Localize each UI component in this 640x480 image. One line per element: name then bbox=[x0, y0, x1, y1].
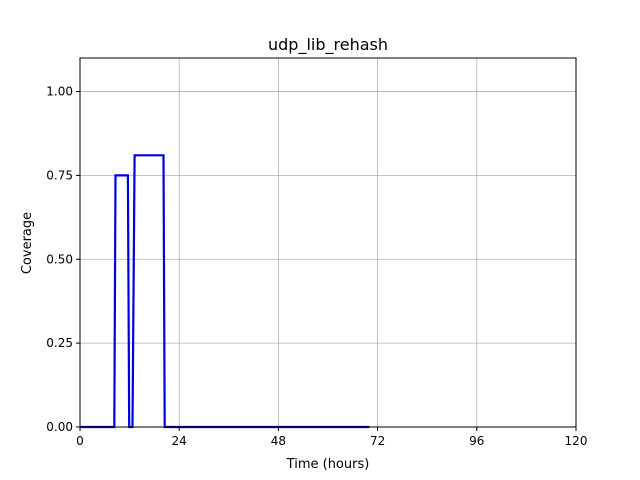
y-tick-label: 0.25 bbox=[46, 336, 73, 350]
chart-title: udp_lib_rehash bbox=[268, 35, 388, 55]
y-axis-label: Coverage bbox=[20, 212, 35, 274]
grid-lines bbox=[79, 58, 577, 428]
y-tick-label: 0.00 bbox=[46, 420, 73, 434]
y-axis-ticks: 0.00 0.25 0.50 0.75 1.00 bbox=[46, 85, 80, 434]
y-tick-label: 0.50 bbox=[46, 252, 73, 266]
y-tick-label: 1.00 bbox=[46, 85, 73, 99]
x-tick-label: 72 bbox=[370, 434, 385, 448]
series-layer bbox=[80, 154, 370, 429]
coverage-series-line bbox=[80, 154, 370, 429]
plot-frame bbox=[79, 57, 577, 428]
x-axis-ticks: 0 24 48 72 96 120 bbox=[76, 427, 587, 448]
x-tick-label: 96 bbox=[469, 434, 484, 448]
y-tick-label: 0.75 bbox=[46, 168, 73, 182]
x-axis-label: Time (hours) bbox=[286, 457, 370, 472]
x-tick-label: 0 bbox=[76, 434, 84, 448]
x-tick-label: 120 bbox=[565, 434, 588, 448]
x-tick-label: 24 bbox=[172, 434, 187, 448]
x-tick-label: 48 bbox=[271, 434, 286, 448]
